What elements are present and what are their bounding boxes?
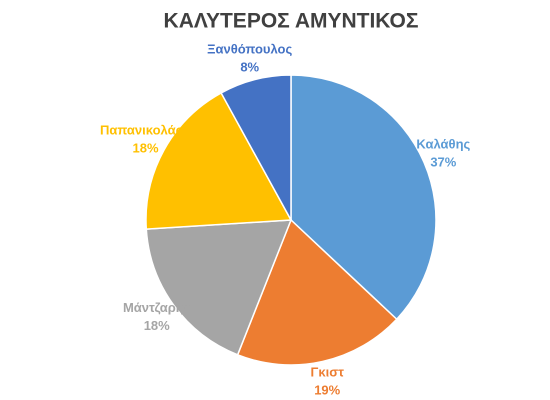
- pie-slice: [220, 74, 292, 221]
- slice-value-label: 19%: [314, 382, 340, 397]
- slice-value-label: 18%: [133, 140, 159, 155]
- pie-slice: [290, 74, 437, 321]
- pie-slice: [145, 91, 293, 230]
- slice-value-label: 37%: [430, 155, 456, 170]
- pie-slice: [145, 219, 293, 356]
- slice-value-label: 18%: [144, 318, 170, 333]
- slice-category-label: Ξανθόπουλος: [207, 42, 292, 57]
- slice-category-label: Παπανικολάου: [100, 122, 192, 137]
- slice-category-label: Καλάθης: [416, 137, 470, 152]
- slice-category-label: Μάντζαρης: [123, 300, 191, 315]
- slice-value-label: 8%: [240, 60, 259, 75]
- slice-category-label: Γκιστ: [311, 364, 345, 379]
- chart-title: ΚΑΛΥΤΕΡΟΣ ΑΜΥΝΤΙΚΟΣ: [164, 10, 419, 33]
